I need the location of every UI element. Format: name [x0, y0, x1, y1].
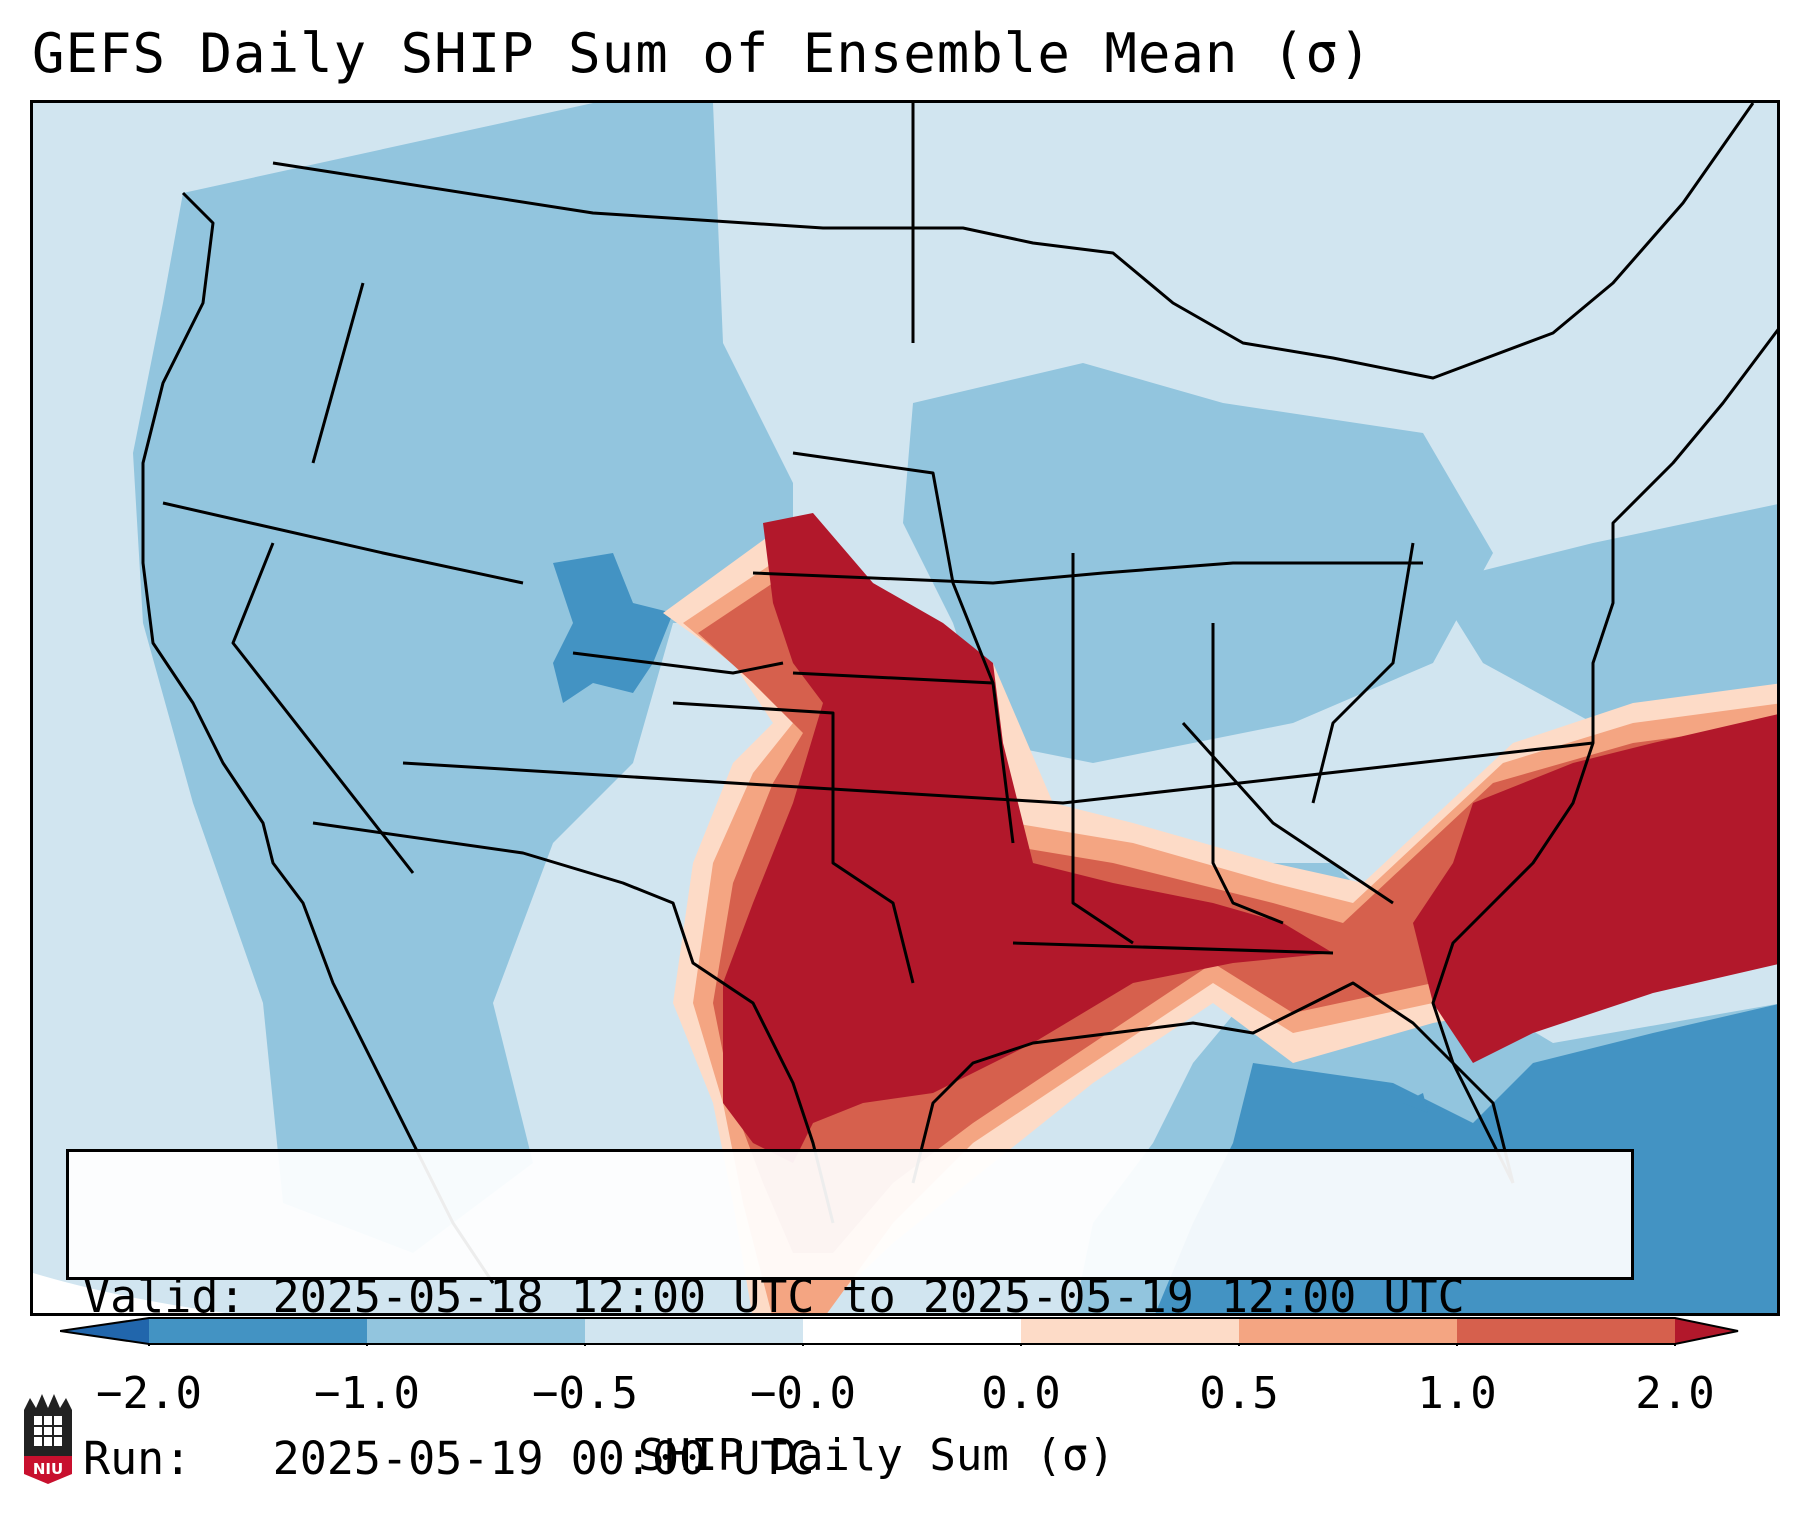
validity-info-box: Valid: 2025-05-18 12:00 UTC to 2025-05-1… [66, 1149, 1634, 1485]
colorbar-label: SHIP Daily Sum (σ) [638, 1430, 1115, 1481]
colorbar-tick-label: −0.5 [532, 1368, 638, 1419]
colorbar-bin-4 [803, 1318, 1021, 1344]
colorbar-bin-7 [1457, 1318, 1675, 1344]
niu-logo-shield [24, 1456, 72, 1484]
map-canvas [33, 103, 1777, 1313]
boundaries [141, 103, 1777, 1284]
colorbar-bin-6 [1239, 1318, 1457, 1344]
colorbar-bin-5 [1021, 1318, 1239, 1344]
colorbar-tick-label: 1.0 [1417, 1368, 1497, 1419]
colorbar-tick-label: 0.0 [981, 1368, 1061, 1419]
colorbar-above-max [1675, 1318, 1738, 1344]
colorbar-tick-label: −2.0 [96, 1368, 202, 1419]
colorbar-bin-1 [149, 1318, 367, 1344]
map-panel [30, 100, 1780, 1316]
colorbar-bin-2 [367, 1318, 585, 1344]
niu-logo-icon: NIU [24, 1394, 72, 1484]
colorbar-tick-label: 2.0 [1635, 1368, 1715, 1419]
colorbar-bin-3 [585, 1318, 803, 1344]
colorbar-tick-label: −0.0 [750, 1368, 856, 1419]
colorbar-tick-label: −1.0 [314, 1368, 420, 1419]
colorbar-tick-label: 0.5 [1199, 1368, 1279, 1419]
colorbar [60, 1317, 1739, 1346]
colorbar-ticks [148, 1344, 1676, 1346]
niu-logo-text: NIU [33, 1460, 63, 1478]
valid-time-text: Valid: 2025-05-18 12:00 UTC to 2025-05-1… [83, 1270, 1465, 1323]
chart-title: GEFS Daily SHIP Sum of Ensemble Mean (σ) [32, 22, 1373, 85]
field-above-two [723, 513, 1777, 1163]
run-time-text: Run: 2025-05-19 00:00 UTC [83, 1432, 815, 1485]
colorbar-below-min [60, 1318, 149, 1344]
